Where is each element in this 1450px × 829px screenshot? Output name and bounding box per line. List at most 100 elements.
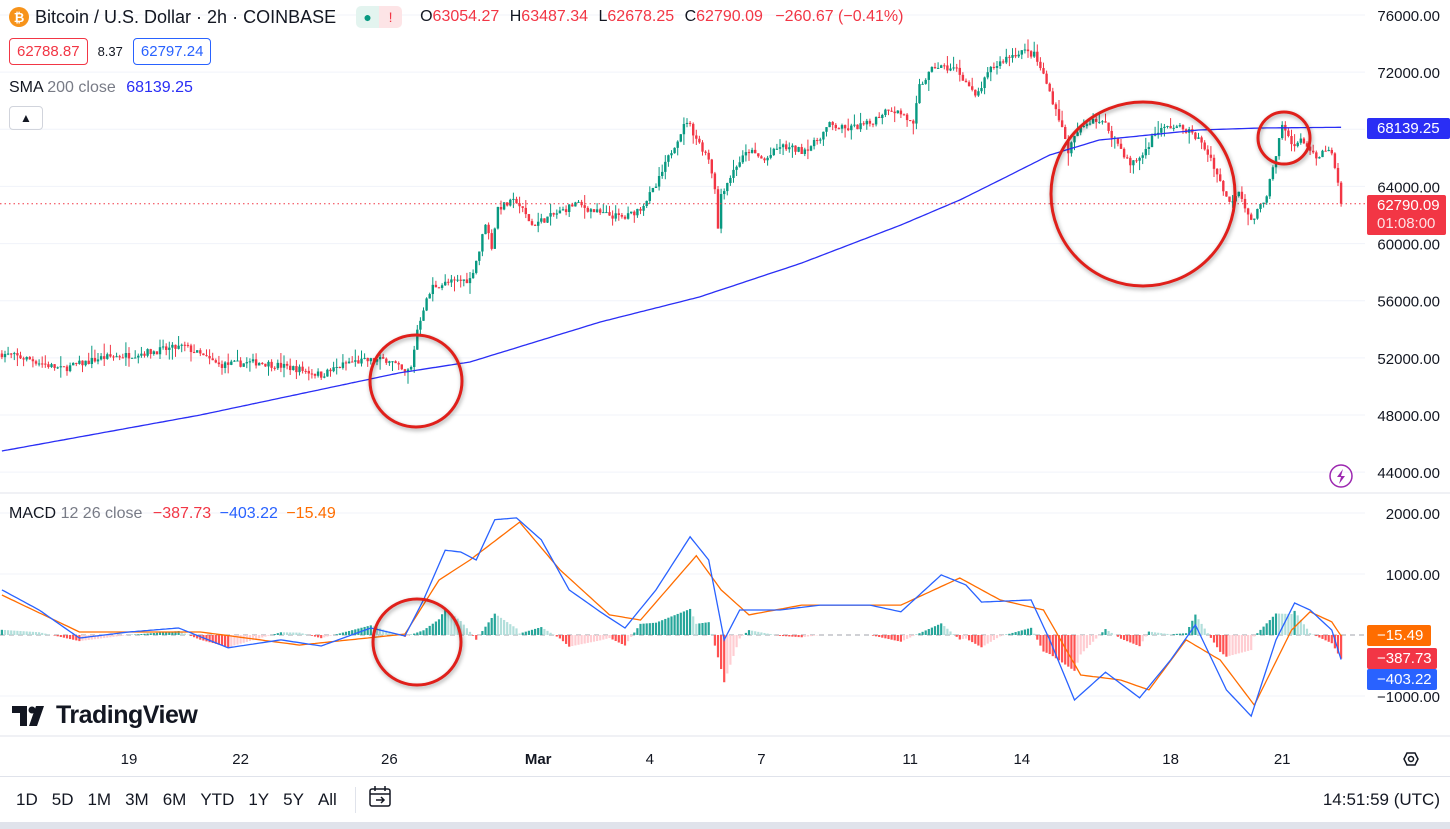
histogram-bar bbox=[25, 631, 28, 635]
histogram-bar bbox=[255, 635, 258, 640]
macd-legend[interactable]: MACD 12 26 close −387.73 −403.22 −15.49 bbox=[9, 505, 336, 522]
histogram-bar bbox=[1206, 633, 1209, 635]
candle-body bbox=[995, 66, 999, 68]
range-all[interactable]: All bbox=[317, 789, 337, 809]
candle-body bbox=[41, 363, 44, 365]
sell-price-button[interactable]: 62788.87 bbox=[9, 38, 88, 65]
candle-body bbox=[1250, 214, 1253, 220]
candle-body bbox=[152, 351, 155, 355]
symbol-title[interactable]: Bitcoin / U.S. Dollar · 2h · COINBASE bbox=[35, 6, 337, 27]
candle-body bbox=[304, 370, 307, 372]
candle-body bbox=[192, 352, 196, 354]
histogram-bar bbox=[992, 635, 995, 640]
histogram-bar bbox=[1340, 635, 1343, 659]
candle-body bbox=[512, 198, 515, 200]
candle-body bbox=[205, 355, 208, 357]
candle-body bbox=[744, 152, 748, 156]
candle-body bbox=[72, 362, 75, 366]
range-5y[interactable]: 5Y bbox=[283, 789, 304, 809]
candle-body bbox=[1076, 132, 1079, 137]
histogram-bar bbox=[465, 628, 468, 635]
histogram-bar bbox=[1163, 633, 1166, 635]
settings-button[interactable] bbox=[1403, 752, 1419, 766]
chart-canvas[interactable]: 44000.00 48000.00 52000.00 56000.00 60000.00… bbox=[0, 0, 1450, 776]
histogram-bar bbox=[726, 635, 729, 674]
candle-body bbox=[977, 91, 980, 96]
candle-body bbox=[843, 125, 847, 129]
range-3m[interactable]: 3M bbox=[125, 789, 149, 809]
range-6m[interactable]: 6M bbox=[162, 789, 187, 809]
candle-body bbox=[440, 285, 444, 288]
candles bbox=[0, 39, 1343, 384]
histogram-bar bbox=[1262, 626, 1265, 635]
candle-body bbox=[791, 145, 794, 148]
histogram-bar bbox=[1274, 613, 1278, 635]
histogram-bar bbox=[1036, 635, 1039, 640]
candle-body bbox=[1157, 132, 1160, 134]
candle-body bbox=[1268, 179, 1271, 197]
range-5d[interactable]: 5D bbox=[51, 789, 74, 809]
histogram-bar bbox=[503, 619, 506, 635]
market-status[interactable]: ● ! bbox=[356, 6, 403, 28]
histogram-bar bbox=[1119, 635, 1123, 639]
histogram-bar bbox=[1265, 623, 1268, 635]
histogram-bar bbox=[1073, 635, 1076, 671]
histogram-bar bbox=[698, 623, 701, 635]
candle-body bbox=[803, 149, 806, 155]
histogram-bar bbox=[1197, 619, 1200, 635]
histogram-bar bbox=[983, 635, 986, 646]
histogram-bar bbox=[599, 635, 602, 641]
go-to-date-button[interactable] bbox=[368, 785, 394, 814]
tradingview-logo[interactable]: TradingView bbox=[12, 701, 198, 730]
candle-body bbox=[468, 278, 472, 284]
candle-body bbox=[391, 361, 394, 363]
candle-body bbox=[382, 357, 385, 359]
range-1y[interactable]: 1Y bbox=[248, 789, 270, 809]
candle-body bbox=[285, 363, 289, 366]
macd-tick-label: 2000.00 bbox=[1386, 506, 1440, 523]
candle-body bbox=[614, 213, 617, 219]
candle-body bbox=[351, 361, 354, 363]
histogram-bar bbox=[450, 613, 453, 635]
range-1m[interactable]: 1M bbox=[87, 789, 112, 809]
histogram-bar bbox=[769, 634, 772, 635]
histogram-bar bbox=[100, 635, 103, 639]
histogram-bar bbox=[16, 630, 19, 635]
histogram-bar bbox=[1067, 635, 1070, 667]
histogram-bar bbox=[301, 633, 304, 635]
range-1d[interactable]: 1D bbox=[16, 789, 38, 809]
candle-body bbox=[1166, 125, 1169, 127]
candle-body bbox=[527, 214, 531, 222]
candle-body bbox=[431, 284, 434, 295]
sma-legend[interactable]: SMA 200 close 68139.25 bbox=[9, 79, 193, 96]
candle-body bbox=[180, 344, 183, 346]
candle-body bbox=[137, 355, 140, 358]
timezone-clock[interactable]: 14:51:59 (UTC) bbox=[1322, 789, 1440, 809]
histogram-bar bbox=[1222, 635, 1225, 655]
candle-body bbox=[1228, 196, 1231, 202]
candle-body bbox=[208, 356, 211, 359]
histogram-bar bbox=[989, 635, 992, 642]
histogram-bar bbox=[490, 617, 493, 635]
candle-body bbox=[1104, 121, 1107, 123]
range-ytd[interactable]: YTD bbox=[200, 789, 235, 809]
histogram-bar bbox=[1336, 635, 1340, 654]
candle-body bbox=[1079, 126, 1082, 133]
ohlc-values: O63054.27 H63487.34 L62678.25 C62790.09 … bbox=[420, 8, 904, 25]
candle-body bbox=[552, 213, 555, 215]
candle-body bbox=[484, 224, 487, 235]
histogram-bar bbox=[791, 635, 794, 637]
candle-body bbox=[44, 363, 47, 365]
candle-body bbox=[809, 146, 813, 151]
candle-body bbox=[1048, 83, 1051, 92]
candle-body bbox=[571, 204, 574, 207]
collapse-legend-button[interactable]: ▲ bbox=[9, 106, 43, 130]
candle-body bbox=[258, 362, 261, 366]
buy-price-button[interactable]: 62797.24 bbox=[132, 38, 212, 65]
candle-body bbox=[1088, 123, 1092, 125]
candle-body bbox=[1265, 196, 1268, 203]
candle-body bbox=[847, 128, 850, 131]
histogram-bar bbox=[341, 632, 344, 635]
candle-body bbox=[537, 221, 540, 226]
candle-body bbox=[115, 356, 118, 358]
